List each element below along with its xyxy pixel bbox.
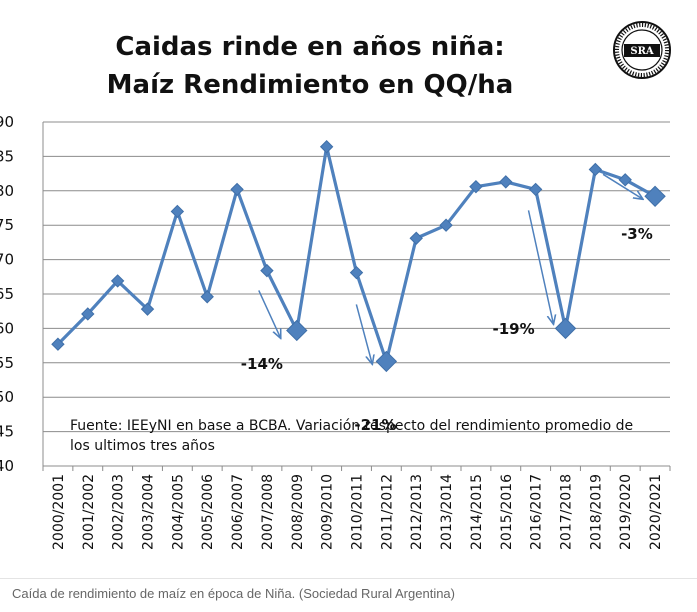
data-point — [200, 290, 214, 304]
annotation-label: -19% — [492, 320, 535, 339]
x-tick-label: 2008/2009 — [290, 474, 306, 550]
x-tick-label: 2011/2012 — [379, 474, 395, 550]
data-point-highlighted — [286, 319, 308, 342]
data-point — [439, 218, 453, 232]
x-tick-label: 2009/2010 — [320, 474, 336, 550]
data-point — [349, 265, 364, 280]
x-tick-label: 2014/2015 — [469, 474, 485, 550]
data-point-highlighted — [554, 317, 577, 340]
x-tick-label: 2012/2013 — [409, 474, 425, 550]
annotation-label: -3% — [621, 225, 653, 244]
data-point — [81, 307, 95, 321]
sra-logo: SRA — [613, 21, 671, 79]
x-tick-label: 2020/2021 — [648, 474, 664, 550]
chart-title-line-1: Caidas rinde en años niña: — [115, 32, 505, 62]
data-point — [499, 175, 513, 189]
data-point — [528, 182, 543, 197]
data-point-highlighted — [644, 185, 666, 208]
x-tick-label: 2017/2018 — [559, 474, 575, 550]
data-point — [230, 182, 244, 197]
data-point — [319, 140, 334, 154]
x-tick-label: 2007/2008 — [260, 474, 276, 550]
x-tick-label: 2002/2003 — [111, 474, 127, 550]
x-tick-label: 2001/2002 — [81, 474, 97, 550]
logo-text: SRA — [630, 46, 654, 57]
y-tick-label: 85 — [0, 147, 14, 165]
x-tick-label: 2005/2006 — [200, 474, 216, 550]
y-tick-label: 90 — [0, 113, 14, 131]
x-tick-label: 2013/2014 — [439, 474, 455, 550]
x-tick-label: 2018/2019 — [588, 474, 604, 550]
caption-divider — [0, 578, 697, 579]
source-note: Fuente: IEEyNI en base a BCBA. Variación… — [70, 418, 634, 454]
y-tick-label: 40 — [0, 457, 14, 475]
y-tick-label: 55 — [0, 354, 14, 372]
data-point — [469, 179, 483, 194]
y-tick-label: 50 — [0, 388, 14, 406]
chart-frame: 90 85 80 75 70 65 60 55 50 45 40 2000/2001 2001/2002… — [0, 21, 671, 550]
data-point — [409, 231, 423, 245]
annotation-label: -21% — [354, 416, 397, 435]
chart-title-line-2: Maíz Rendimiento en QQ/ha — [106, 70, 514, 100]
x-tick-label: 2010/2011 — [350, 474, 366, 550]
y-tick-label: 80 — [0, 182, 14, 200]
y-tick-label: 60 — [0, 319, 14, 337]
decline-arrow — [527, 210, 554, 324]
annotation-label: -14% — [240, 355, 283, 374]
decline-arrow — [258, 290, 281, 338]
decline-arrow — [602, 173, 643, 199]
x-tick-label: 2006/2007 — [230, 474, 246, 550]
data-point — [51, 337, 65, 351]
data-point — [170, 204, 185, 219]
x-tick-label: 2000/2001 — [51, 474, 67, 550]
data-point — [260, 263, 274, 278]
x-tick-label: 2004/2005 — [170, 474, 186, 550]
data-point-highlighted — [375, 350, 398, 373]
data-point — [618, 173, 632, 187]
x-tick-label: 2019/2020 — [618, 474, 634, 550]
decline-arrow — [355, 304, 372, 364]
data-point — [140, 302, 155, 316]
line-chart: 90 85 80 75 70 65 60 55 50 45 40 2000/2001 2001/2002… — [0, 113, 671, 550]
data-point — [110, 274, 125, 288]
y-tick-label: 65 — [0, 285, 14, 303]
x-tick-label: 2016/2017 — [529, 474, 545, 550]
data-point — [588, 162, 603, 177]
x-tick-label: 2015/2016 — [499, 474, 515, 550]
y-tick-label: 45 — [0, 423, 14, 441]
y-tick-label: 70 — [0, 251, 14, 269]
x-tick-label: 2003/2004 — [141, 474, 157, 550]
y-tick-label: 75 — [0, 216, 14, 234]
figure-caption: Caída de rendimiento de maíz en época de… — [12, 586, 455, 601]
